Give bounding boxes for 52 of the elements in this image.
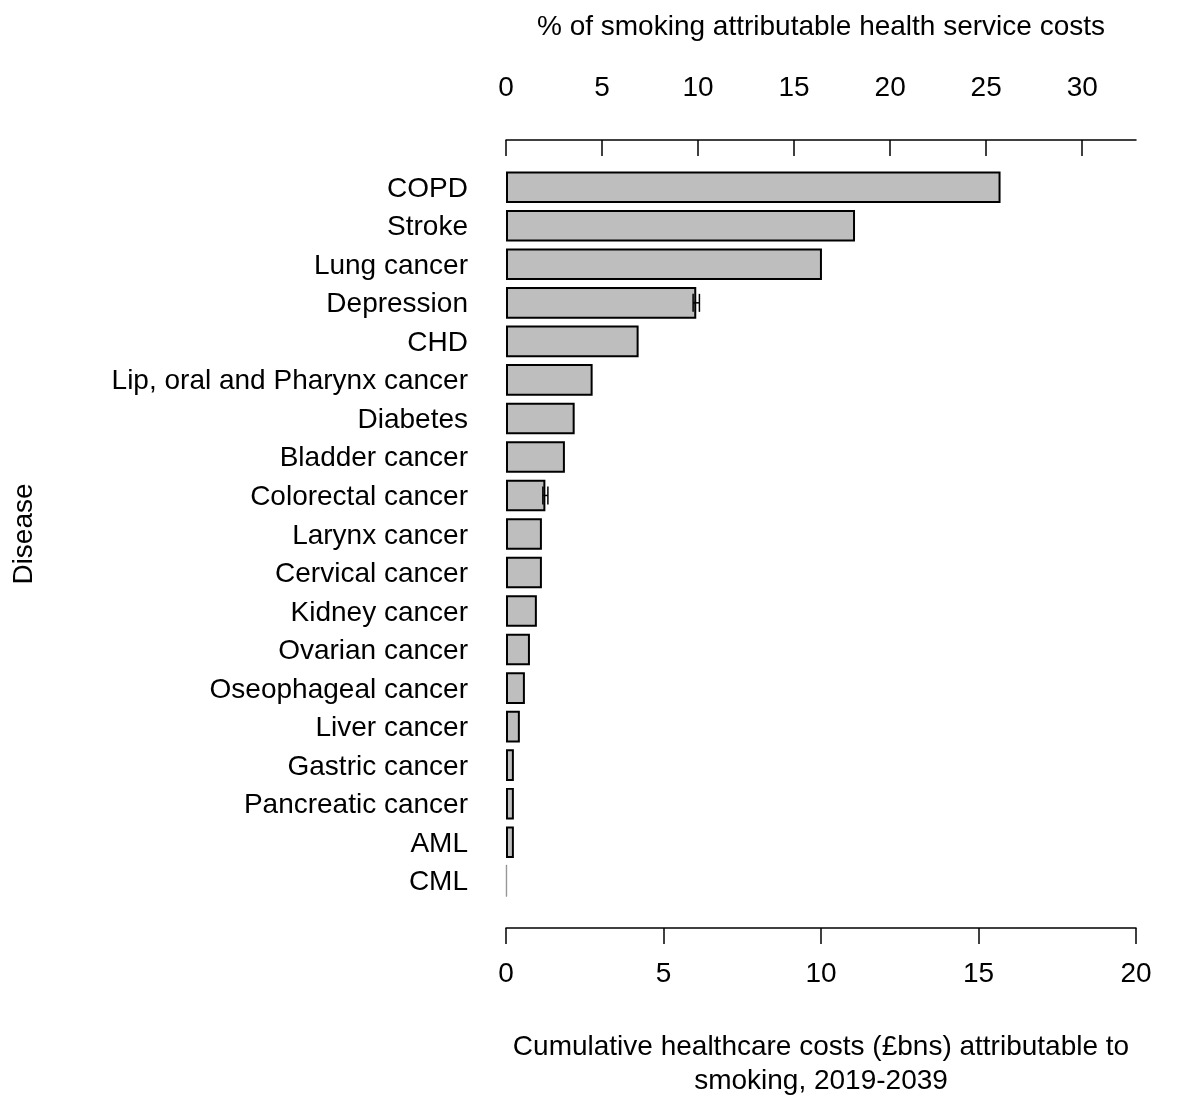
y-tick-label: Lip, oral and Pharynx cancer (111, 364, 468, 396)
y-tick-label: AML (410, 826, 468, 858)
bar (506, 287, 697, 319)
y-tick-label: Colorectal cancer (250, 479, 468, 511)
bar (506, 787, 514, 820)
bar (506, 672, 525, 704)
y-tick-label: CML (408, 865, 468, 897)
x-tick-label: 15 (962, 956, 995, 988)
bar (506, 364, 593, 396)
y-tick-label: Oseophageal cancer (209, 672, 468, 704)
y-tick-label: Diabetes (357, 402, 468, 434)
bar (506, 325, 639, 358)
y-tick-label: Kidney cancer (290, 595, 468, 627)
y-tick-label: Gastric cancer (287, 749, 468, 781)
y-tick-label: Liver cancer (315, 711, 468, 743)
bar (506, 556, 542, 589)
bar (506, 248, 822, 281)
y-tick-label: Depression (326, 287, 468, 319)
x2-tick-label: 20 (874, 70, 906, 102)
y-tick-label: Lung cancer (313, 248, 468, 280)
bar (506, 209, 856, 242)
x2-tick-label: 15 (778, 70, 810, 102)
y-tick-label: CHD (407, 325, 468, 357)
x2-tick-label: 30 (1066, 70, 1098, 102)
bar (506, 171, 1001, 204)
x-tick-label: 0 (498, 956, 514, 988)
y-tick-label: Larynx cancer (292, 518, 468, 550)
y-tick-label: Pancreatic cancer (243, 788, 468, 820)
bar (506, 441, 565, 473)
x-axis-title: Cumulative healthcare costs (£bns) attributable to smoking, 2019-2039 (512, 1029, 1130, 1095)
y-tick-label: Ovarian cancer (278, 634, 468, 666)
bar (506, 749, 514, 781)
bar (506, 518, 542, 550)
x2-tick-label: 0 (498, 70, 514, 102)
y-tick-label: Cervical cancer (275, 557, 468, 589)
y-tick-label: COPD (387, 171, 468, 203)
bar (506, 633, 530, 666)
x-tick-label: 5 (655, 956, 672, 988)
bar (506, 595, 537, 627)
bar (506, 710, 520, 743)
y-tick-label: Stroke (387, 210, 468, 242)
x2-tick-label: 5 (594, 70, 610, 102)
x-tick-label: 10 (805, 956, 837, 988)
bar (506, 479, 546, 512)
y-tick-label: Bladder cancer (279, 441, 468, 473)
x2-tick-label: 10 (682, 70, 714, 102)
bar (506, 402, 575, 435)
x2-tick-label: 25 (970, 70, 1002, 102)
y-axis-title: Disease (6, 483, 38, 585)
x2-axis-title: % of smoking attributable health service costs (536, 9, 1106, 41)
x-tick-label: 20 (1120, 956, 1152, 988)
bar (506, 826, 514, 859)
